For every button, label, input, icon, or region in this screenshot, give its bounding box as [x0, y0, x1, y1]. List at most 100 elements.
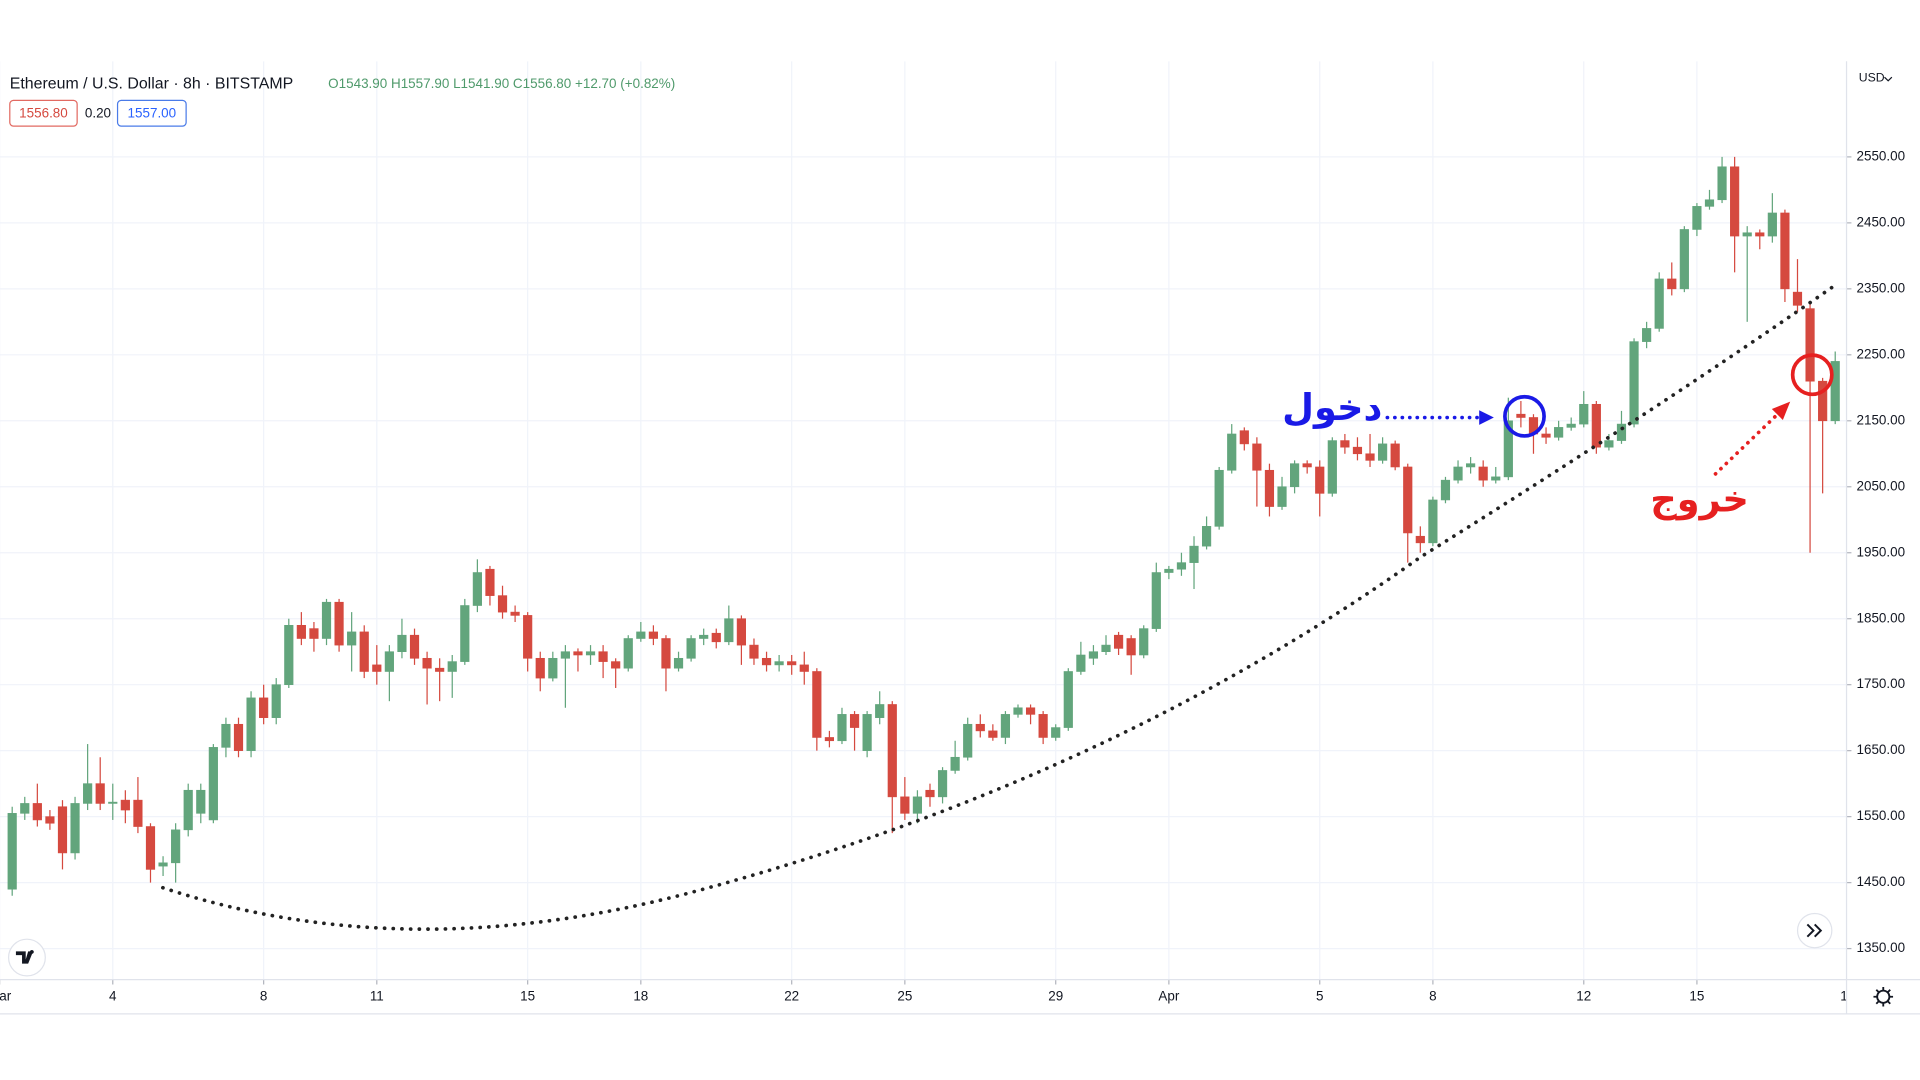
currency-chevron[interactable]	[1884, 76, 1893, 82]
candle-body	[1554, 427, 1564, 438]
candle-body	[1654, 278, 1664, 329]
candle-body	[975, 723, 985, 732]
candle-body	[736, 618, 746, 646]
candle-body	[1730, 166, 1740, 237]
currency-label[interactable]: USD	[1859, 71, 1885, 85]
candle-body	[1139, 628, 1149, 656]
candle-body	[1679, 229, 1689, 290]
candle-body	[1818, 380, 1828, 422]
candle-body	[1767, 212, 1777, 237]
candle-body	[1378, 443, 1388, 461]
candle-body	[435, 667, 445, 672]
x-tick-label: 15	[1689, 988, 1704, 1003]
y-tick-label: 2450.00	[1856, 214, 1905, 229]
candle-body	[20, 803, 30, 814]
candle-body	[523, 615, 533, 659]
candle-body	[1591, 403, 1601, 448]
candle-body	[862, 714, 872, 751]
candle-body	[774, 661, 784, 666]
candle-body	[485, 568, 495, 596]
candle-body	[1566, 423, 1576, 428]
x-tick-label: 11	[370, 988, 384, 1003]
candle-body	[1390, 443, 1400, 468]
candle-body	[145, 826, 156, 870]
candle-body	[900, 796, 910, 814]
candle-body	[1466, 463, 1476, 468]
candle-body	[1038, 714, 1048, 738]
candles	[7, 156, 1840, 896]
candle-body	[963, 723, 973, 758]
candle-body	[1290, 463, 1300, 488]
candle-body	[849, 714, 860, 728]
candle-body	[686, 638, 696, 659]
candle-body	[1063, 671, 1073, 728]
candle-body	[510, 611, 520, 616]
candle-body	[259, 697, 269, 718]
candle-body	[1277, 486, 1287, 507]
price-axis: 1350.00 1450.00 1550.00 1650.00 1750.00 1850.…	[1846, 148, 1905, 955]
candle-body	[196, 789, 206, 814]
candle-body	[1478, 466, 1488, 481]
candle-body	[372, 664, 382, 672]
candle-body	[1642, 328, 1652, 342]
candle-body	[1516, 413, 1526, 418]
settings-teeth[interactable]	[1873, 986, 1894, 1007]
candle-body	[108, 801, 118, 804]
candle-body	[321, 601, 332, 639]
candle-body	[70, 803, 80, 854]
candle-body	[611, 661, 621, 669]
buy-button[interactable]	[116, 99, 187, 127]
candle-body	[1315, 466, 1325, 494]
candle-body	[925, 789, 935, 798]
buy-price[interactable]: 1557.00	[128, 105, 177, 120]
y-tick-label: 1350.00	[1856, 940, 1905, 955]
candle-body	[7, 813, 17, 890]
candle-body	[887, 704, 897, 798]
candle-body	[309, 628, 319, 639]
candle-body	[573, 651, 583, 656]
candle-body	[661, 638, 671, 669]
candle-body	[133, 799, 143, 827]
candle-body	[711, 632, 721, 643]
candle-body	[1252, 443, 1262, 471]
candle-body	[988, 730, 998, 738]
y-tick-label: 1450.00	[1856, 874, 1905, 889]
candle-body	[673, 657, 684, 669]
x-tick-label: 12	[1576, 988, 1591, 1003]
candle-body	[1541, 433, 1551, 438]
y-tick-label: 2150.00	[1856, 412, 1905, 427]
candle-body	[472, 572, 482, 606]
candle-body	[208, 747, 218, 821]
candle-body	[1164, 568, 1174, 573]
candle-body	[1126, 638, 1136, 656]
logo-icon[interactable]	[15, 949, 34, 964]
candle-body	[83, 783, 93, 804]
sell-button[interactable]	[9, 99, 78, 127]
candle-body	[1780, 212, 1790, 290]
candle-body	[1025, 707, 1036, 715]
candle-body	[837, 714, 847, 742]
candle-body	[221, 723, 231, 748]
candle-body	[1667, 278, 1677, 290]
x-tick-label: 18	[633, 988, 648, 1003]
entry-label: دخول	[1282, 387, 1382, 429]
scroll-icon[interactable]	[1806, 923, 1823, 938]
candle-body	[560, 651, 570, 659]
x-tick-label: 29	[1048, 988, 1063, 1003]
y-tick-label: 2350.00	[1856, 280, 1905, 295]
candle-body	[1604, 440, 1614, 448]
y-tick-label: 2550.00	[1856, 148, 1905, 163]
candle-body	[284, 625, 294, 685]
sell-price[interactable]: 1556.80	[19, 105, 68, 120]
spread: 0.20	[85, 105, 111, 120]
candle-body	[171, 829, 181, 864]
candle-body	[233, 723, 244, 751]
ohlc-readout: O1543.90 H1557.90 L1541.90 C1556.80 +12.…	[328, 76, 675, 91]
candle-body	[1415, 535, 1425, 544]
candle-body	[1365, 453, 1375, 461]
y-tick-label: 1850.00	[1856, 610, 1905, 625]
candle-body	[1101, 644, 1111, 653]
candle-body	[548, 657, 558, 679]
candle-body	[271, 684, 281, 718]
x-tick-label: 19	[1840, 988, 1855, 1003]
